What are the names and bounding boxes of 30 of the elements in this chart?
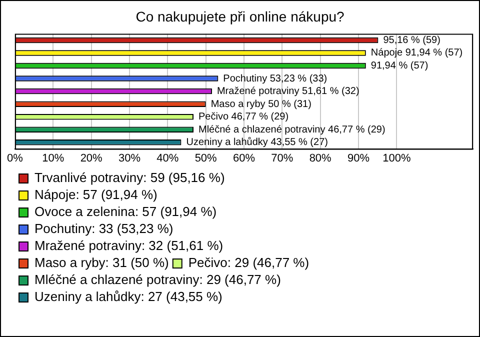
data-label: Uzeniny a lahůdky 43,55 % (27) — [186, 136, 328, 148]
x-tick-label: 80% — [309, 152, 332, 164]
x-tick-label: 90% — [347, 152, 370, 164]
x-tick-label: 70% — [271, 152, 294, 164]
x-tick-label: 20% — [80, 152, 103, 164]
x-tick-label: 10% — [42, 152, 64, 164]
legend-label: Mražené potraviny: 32 (51,61 %) — [34, 238, 224, 254]
data-label: Mražené potraviny 51,61 % (32) — [216, 86, 360, 98]
legend-label: Uzeniny a lahůdky: 27 (43,55 %) — [34, 289, 222, 304]
x-tick-label: 50% — [194, 152, 218, 164]
legend-label: Maso a ryby: 31 (50 %) — [34, 255, 169, 270]
data-label: Mléčné a chlazené potraviny 46,77 % (29) — [198, 124, 386, 136]
x-tick-label: 0% — [7, 152, 24, 164]
legend-label: Pochutiny: 33 (53,23 %) — [34, 221, 174, 236]
legend-label: Ovoce a zelenina: 57 (91,94 %) — [34, 204, 217, 220]
x-tick-label: 40% — [156, 152, 179, 164]
data-label: 95,16 % (59) — [383, 34, 440, 46]
legend-label: Trvanlivé potraviny: 59 (95,16 %) — [34, 170, 225, 186]
legend-label: Mléčné a chlazené potraviny: 29 (46,77 %) — [34, 272, 281, 288]
chart-title: Co nakupujete při online nákupu? — [136, 8, 345, 24]
data-label: Pečivo 46,77 % (29) — [198, 112, 289, 123]
x-tick-label: 100% — [382, 152, 411, 164]
x-tick-label: 30% — [118, 152, 141, 164]
legend-label: Pečivo: 29 (46,77 %) — [188, 255, 310, 270]
x-tick-label: 60% — [232, 152, 256, 164]
data-label: Nápoje 91,94 % (57) — [370, 48, 463, 59]
data-label: Pochutiny 53,23 % (33) — [223, 73, 328, 84]
legend-label: Nápoje: 57 (91,94 %) — [34, 187, 158, 202]
data-label: 91,94 % (57) — [370, 60, 428, 72]
data-label: Maso a ryby 50 % (31) — [210, 98, 312, 110]
